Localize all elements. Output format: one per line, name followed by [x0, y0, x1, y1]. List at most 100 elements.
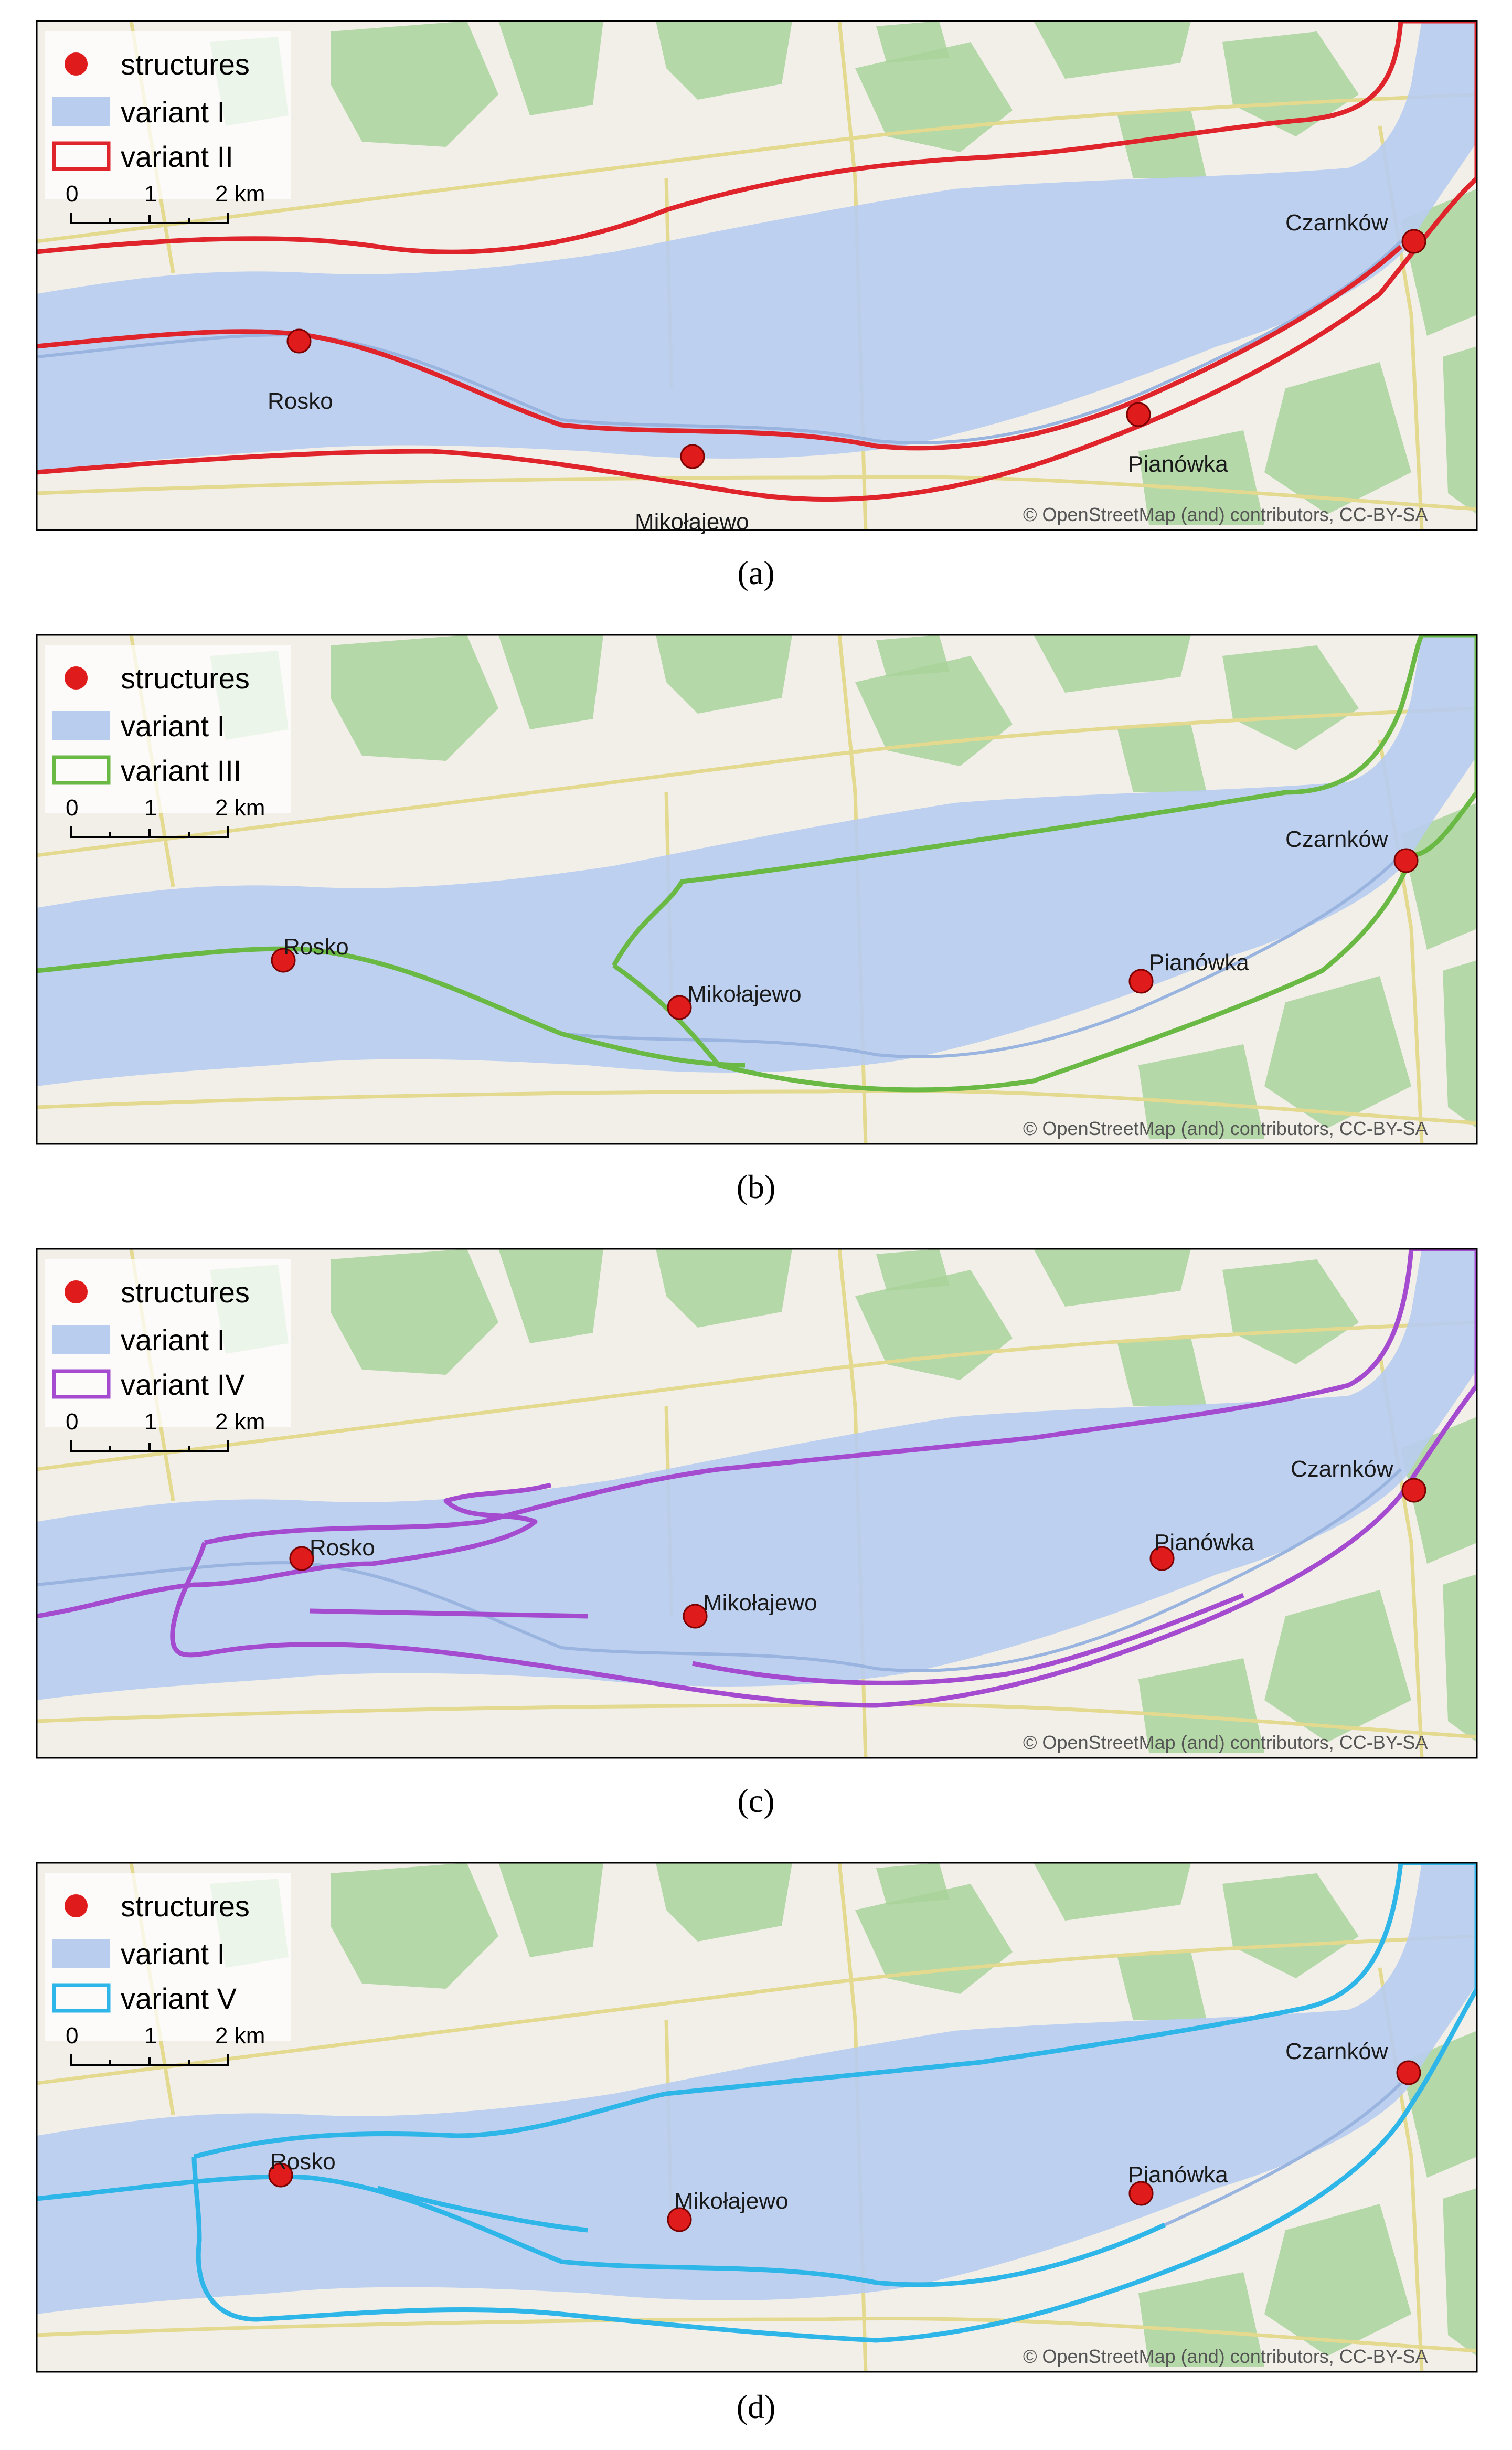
forest-area: [1264, 362, 1411, 514]
map-panel-b: structures variant I variant III 0 1 2 km Czar…: [0, 614, 1512, 1228]
variant-outline: [170, 1249, 1477, 1708]
legend-label-variant: variant V: [121, 1981, 237, 2015]
road: [37, 1320, 1477, 1471]
place-label-pianowka: Pianówka: [1128, 451, 1228, 477]
scale-label-2km: 2 km: [215, 1409, 265, 1435]
variant-outline: [692, 1593, 1244, 1685]
forest-area: [1138, 1658, 1264, 1753]
forest-area: [1034, 635, 1191, 693]
legend-label-variant: variant IV: [121, 1367, 245, 1401]
structure-marker-rosko: [289, 1546, 314, 1571]
forest-area: [876, 635, 950, 677]
forest-area: [1222, 645, 1359, 750]
place-label-czarnkow: Czarnków: [1291, 1456, 1393, 1482]
legend-variant-symbol: [52, 141, 111, 171]
scale-label-0: 0: [66, 181, 79, 207]
legend-structures-symbol: [65, 666, 88, 690]
legend-label-variant: variant III: [121, 754, 242, 787]
legend-structures-symbol: [65, 52, 88, 76]
forest-area: [1138, 430, 1264, 525]
scale-label-0: 0: [66, 1409, 79, 1435]
map-attribution: © OpenStreetMap (and) contributors, CC-B…: [1023, 504, 1428, 525]
legend-label-variant: variant II: [121, 140, 233, 173]
place-label-pianowka: Pianówka: [1154, 1530, 1254, 1555]
forest-area: [1443, 960, 1477, 1128]
legend-label-structures: structures: [121, 47, 250, 81]
variant-outline: [377, 2186, 588, 2233]
road: [37, 2316, 1477, 2353]
legend-label-structures: structures: [121, 661, 250, 695]
structure-marker-mikolajewo: [667, 2207, 692, 2232]
place-label-mikolajewo: Mikołajewo: [687, 981, 802, 1007]
structure-marker-czarnkow: [1393, 848, 1419, 873]
structure-marker-rosko: [286, 328, 312, 354]
scale-bar: [70, 213, 229, 224]
legend-label-structures: structures: [121, 1889, 250, 1923]
structure-marker-czarnkow: [1396, 2060, 1421, 2085]
structure-marker-pianowka: [1128, 969, 1154, 994]
variant-I-flood-area: [37, 635, 1477, 1086]
map-frame: [36, 1248, 1478, 1759]
forest-area: [498, 1863, 603, 1957]
structure-marker-mikolajewo: [683, 1604, 708, 1629]
forest-area: [1034, 21, 1191, 79]
map-frame: [36, 1862, 1478, 2373]
scale-label-1: 1: [144, 2023, 157, 2049]
scale-label-0: 0: [66, 795, 79, 821]
forest-area: [876, 1249, 950, 1291]
map-canvas: [36, 20, 1478, 531]
scale-bar: [70, 1440, 229, 1452]
forest-area: [1222, 1873, 1359, 1978]
legend-label-variant-I: variant I: [121, 95, 226, 129]
place-label-rosko: Rosko: [310, 1535, 375, 1561]
forest-area: [1034, 1863, 1191, 1921]
structure-marker-rosko: [271, 948, 296, 973]
map-canvas: [36, 1862, 1478, 2373]
structure-marker-mikolajewo: [680, 444, 705, 469]
scale-bar: [70, 2054, 229, 2066]
forest-area: [656, 1249, 792, 1328]
structure-marker-pianowka: [1128, 2181, 1154, 2206]
variant-outline: [612, 854, 1414, 1093]
variant-outline: [309, 1608, 588, 1619]
legend-label-structures: structures: [121, 1275, 250, 1309]
legend-variant-I-symbol: [52, 97, 110, 126]
forest-area: [498, 635, 603, 729]
forest-area: [1117, 724, 1207, 792]
place-label-mikolajewo: Mikołajewo: [703, 1590, 817, 1616]
place-label-czarnkow: Czarnków: [1285, 210, 1388, 236]
map-frame: [36, 20, 1478, 531]
panel-caption: (b): [736, 1168, 776, 1205]
forest-area: [1117, 1338, 1207, 1406]
place-label-mikolajewo: Mikołajewo: [674, 2188, 789, 2214]
map-attribution: © OpenStreetMap (and) contributors, CC-B…: [1023, 1732, 1428, 1753]
forest-area: [331, 21, 498, 147]
place-label-mikolajewo: Mikołajewo: [635, 509, 749, 535]
map-canvas: [36, 1248, 1478, 1759]
forest-area: [876, 21, 950, 63]
legend-structures-symbol: [65, 1280, 88, 1303]
river-channel: [37, 1468, 1402, 1672]
road: [37, 92, 1477, 243]
road: [37, 474, 1477, 511]
map-panel-c: structures variant I variant IV 0 1 2 km Czarn…: [0, 1228, 1512, 1842]
scale-label-1: 1: [144, 1409, 157, 1435]
panel-caption: (c): [737, 1782, 775, 1819]
structure-marker-mikolajewo: [667, 995, 692, 1020]
forest-area: [498, 21, 603, 115]
legend-variant-symbol: [52, 1369, 111, 1399]
structure-marker-rosko: [268, 2162, 293, 2188]
map-panel-a: structures variant I variant II 0 1 2 km Czarn…: [0, 0, 1512, 614]
variant-outline: [191, 1863, 1477, 2343]
scale-label-2km: 2 km: [215, 795, 265, 821]
forest-area: [1443, 1574, 1477, 1742]
forest-area: [1264, 976, 1411, 1128]
forest-area: [656, 21, 792, 100]
forest-area: [1264, 2204, 1411, 2356]
road: [37, 706, 1477, 857]
legend-variant-I-symbol: [52, 1325, 110, 1354]
legend-label-variant-I: variant I: [121, 1937, 226, 1970]
forest-area: [331, 1249, 498, 1375]
forest-area: [1264, 1590, 1411, 1742]
scale-label-1: 1: [144, 181, 157, 207]
